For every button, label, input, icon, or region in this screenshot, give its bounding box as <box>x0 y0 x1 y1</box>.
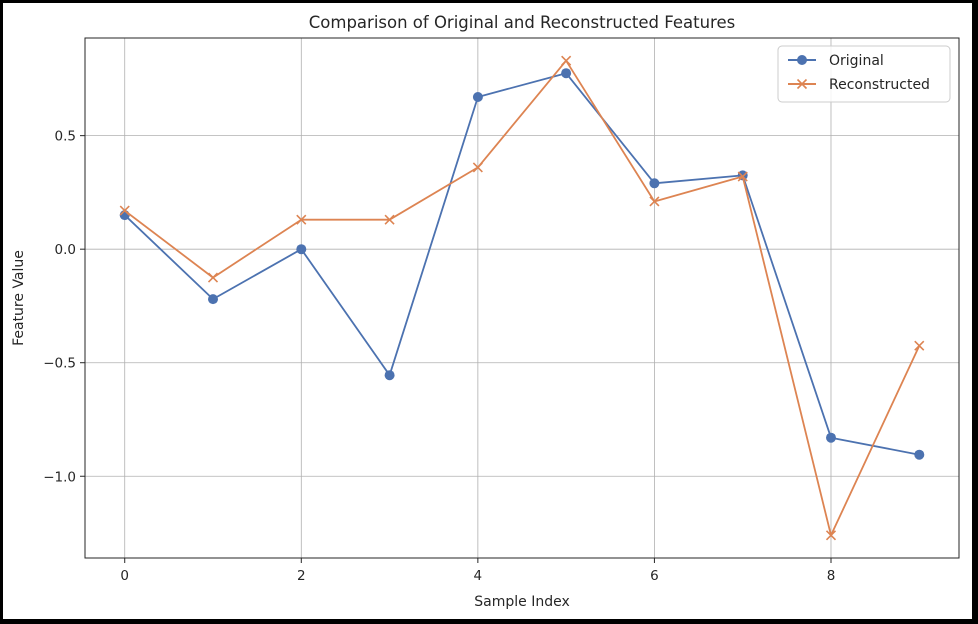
x-axis-label: Sample Index <box>474 594 569 610</box>
y-tick-label: 0.5 <box>55 129 76 145</box>
legend-label-reconstructed: Reconstructed <box>829 77 930 93</box>
legend-marker-reconstructed <box>796 78 808 90</box>
data-point-reconstructed <box>649 196 660 207</box>
x-tick-label: 2 <box>297 568 306 584</box>
data-point-reconstructed <box>207 272 219 283</box>
y-tick-label: −0.5 <box>43 356 76 372</box>
x-tick-label: 8 <box>827 568 836 584</box>
series-line-reconstructed <box>124 59 921 537</box>
data-point-original <box>208 294 218 305</box>
data-point-reconstructed <box>384 214 395 225</box>
legend-marker-original <box>797 55 807 65</box>
grid-lines <box>85 38 959 558</box>
chart-title: Comparison of Original and Reconstructed… <box>309 13 735 32</box>
series-line-original <box>124 72 920 456</box>
legend-label-original: Original <box>829 53 884 69</box>
legend-box <box>777 45 951 103</box>
data-point-original <box>472 92 483 102</box>
chart-figure: 0 2 4 6 8 0.5 0.0 −0.5 −1.0 Comparison of Origin… <box>3 3 972 619</box>
data-point-original <box>649 178 660 189</box>
x-tick-label: 6 <box>650 568 659 584</box>
data-point-original <box>826 432 836 443</box>
line-chart: 0 2 4 6 8 0.5 0.0 −0.5 −1.0 Comparison of Origin… <box>11 13 960 610</box>
y-tick-label: 0.0 <box>55 242 76 258</box>
data-point-original <box>296 244 307 255</box>
data-point-reconstructed <box>561 55 572 66</box>
data-point-reconstructed <box>296 214 307 225</box>
data-point-reconstructed <box>914 340 925 351</box>
x-tick-label: 4 <box>474 568 483 584</box>
series-layer <box>119 55 925 541</box>
y-tick-label: −1.0 <box>43 469 76 485</box>
axis-ticks: 0 2 4 6 8 0.5 0.0 −0.5 −1.0 <box>43 129 835 584</box>
legend: Original Reconstructed <box>777 45 951 103</box>
data-point-reconstructed <box>737 171 748 182</box>
x-tick-label: 0 <box>120 568 129 584</box>
data-point-original <box>914 449 925 460</box>
data-point-original <box>561 68 572 79</box>
data-point-original <box>384 370 395 381</box>
y-axis-label: Feature Value <box>11 250 27 346</box>
plot-area-frame <box>84 37 960 559</box>
data-point-reconstructed <box>119 205 130 216</box>
data-point-reconstructed <box>472 162 483 173</box>
data-point-reconstructed <box>825 530 837 541</box>
